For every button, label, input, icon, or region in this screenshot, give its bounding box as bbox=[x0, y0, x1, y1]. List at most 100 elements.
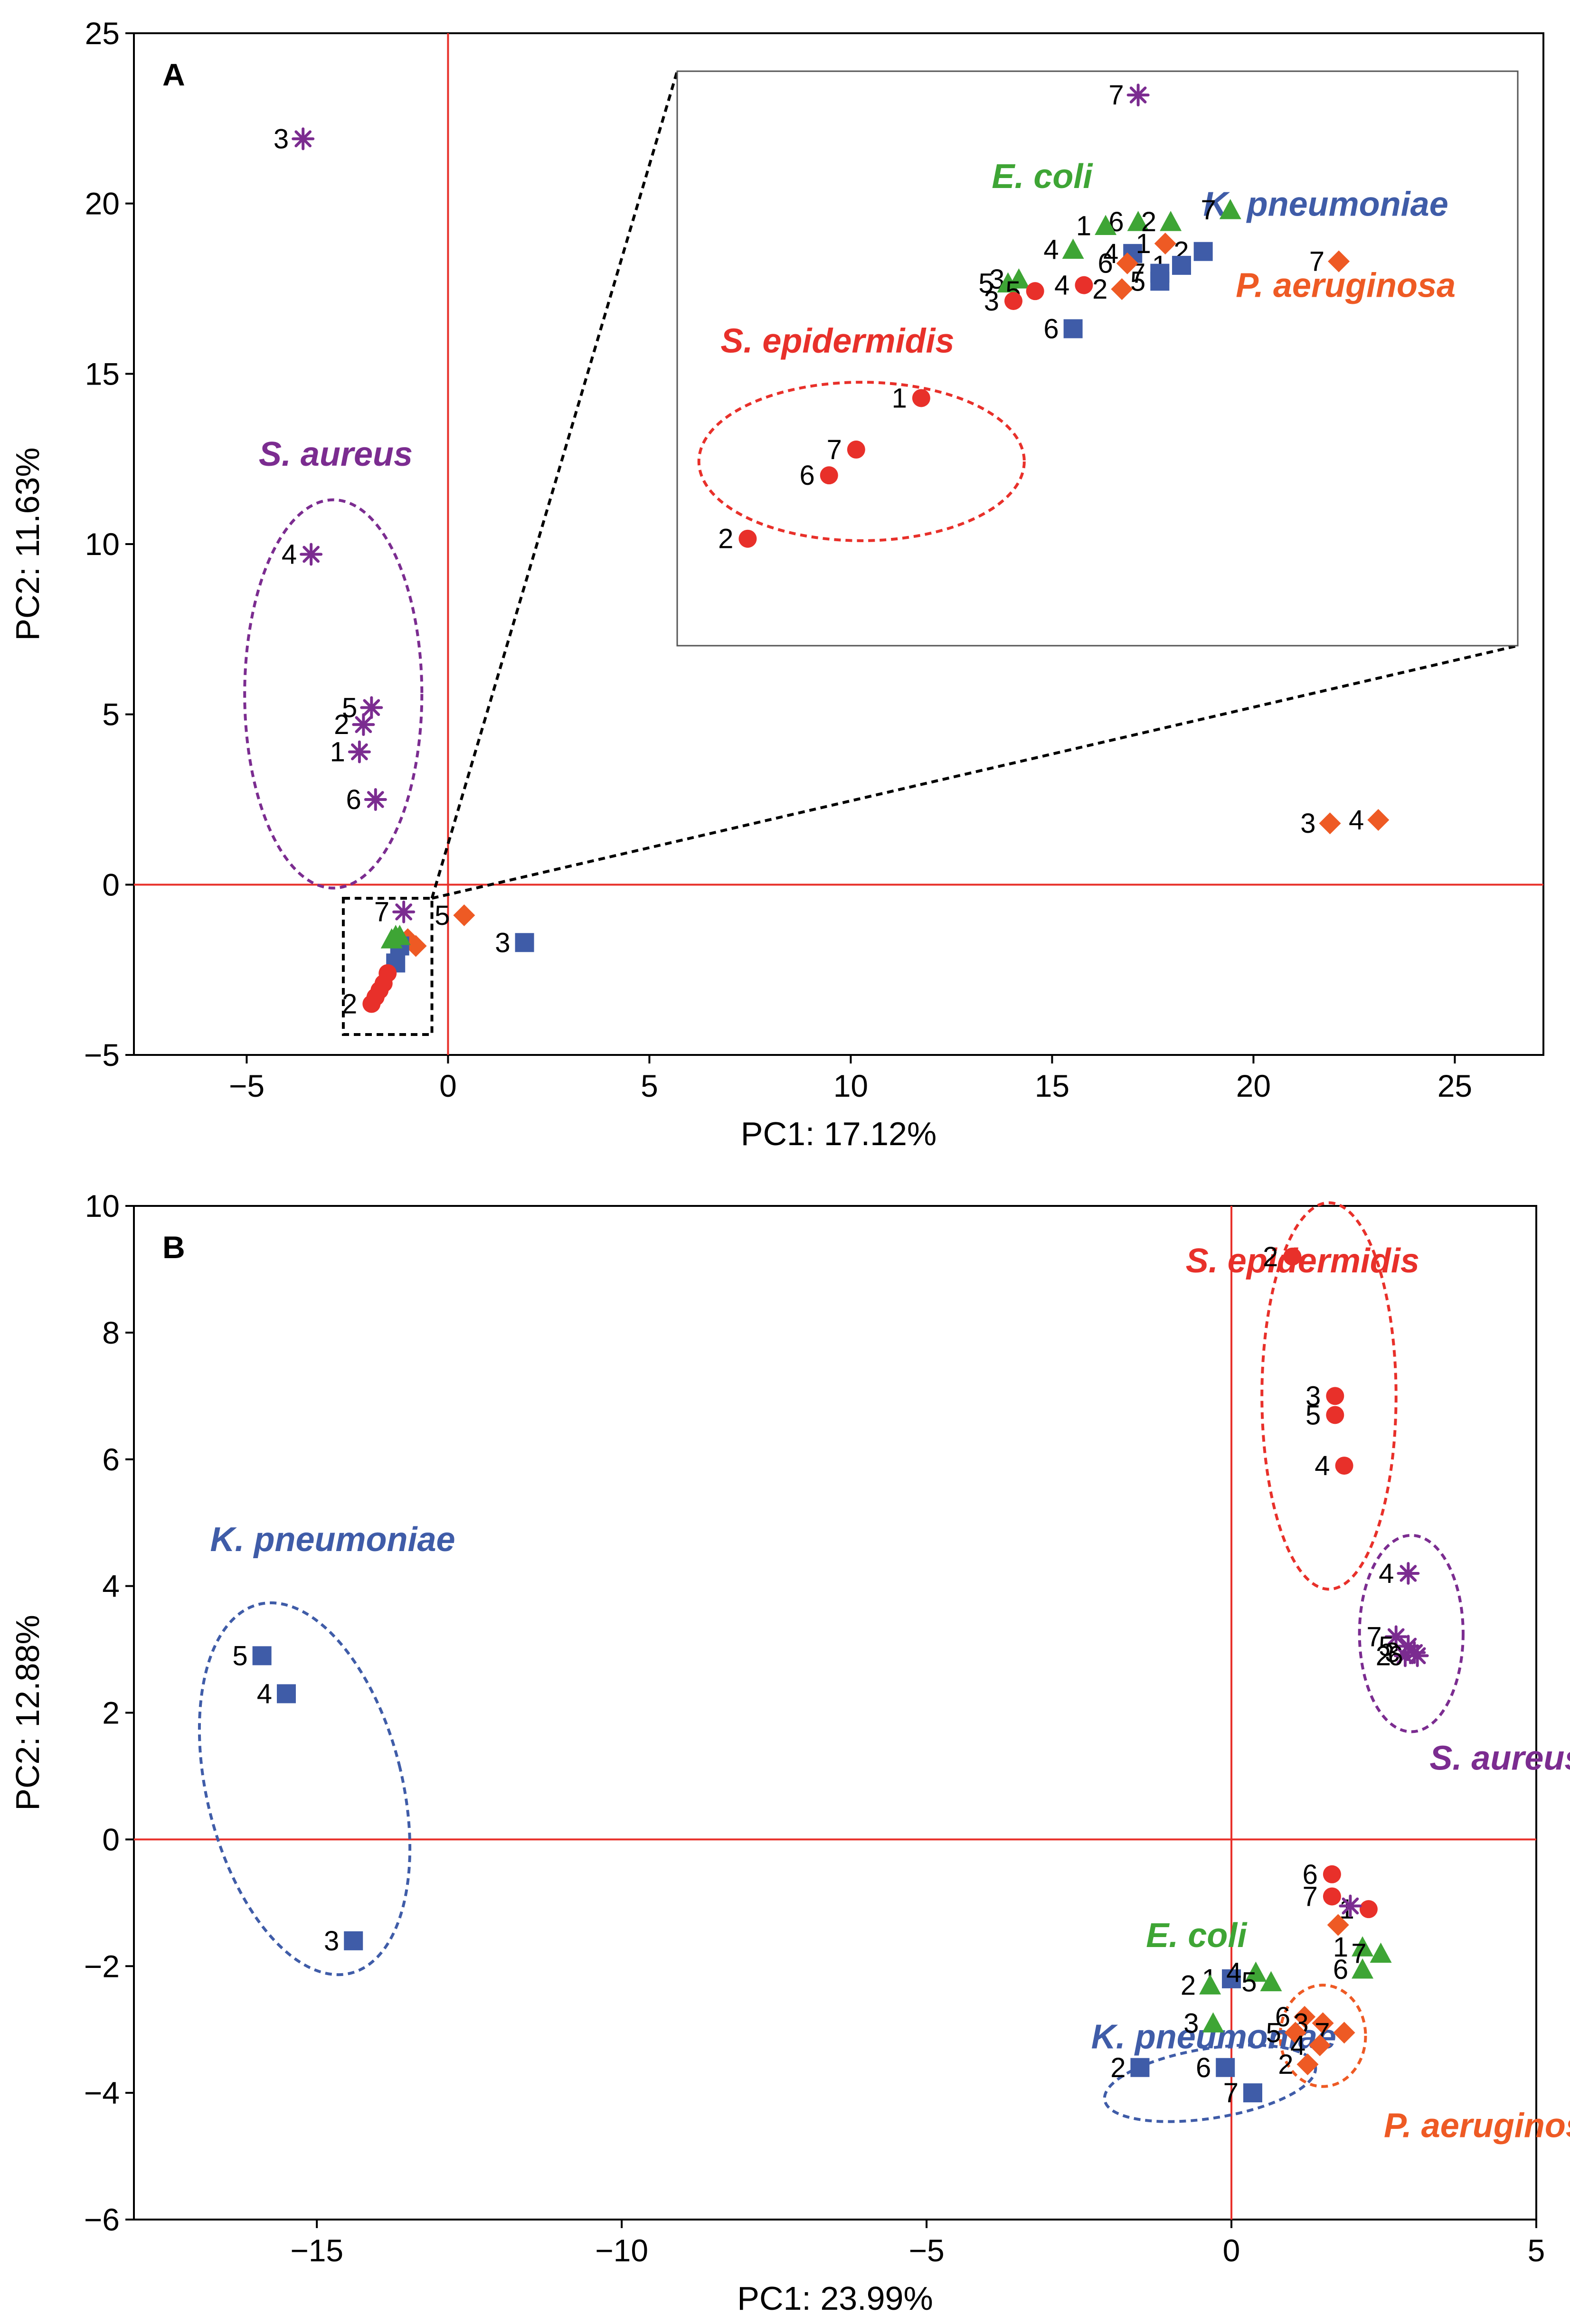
point-label: 7 bbox=[1108, 80, 1124, 111]
point-label: 7 bbox=[1223, 2078, 1239, 2108]
data-point bbox=[1406, 1644, 1429, 1667]
data-point bbox=[1150, 272, 1170, 291]
point-label: 1 bbox=[1333, 1932, 1348, 1963]
y-tick-label: 0 bbox=[102, 1822, 120, 1857]
x-tick-label: −5 bbox=[229, 1068, 265, 1103]
data-point bbox=[344, 1931, 363, 1950]
data-point bbox=[1130, 2058, 1150, 2077]
y-tick-label: 2 bbox=[102, 1695, 120, 1731]
data-point bbox=[1319, 812, 1341, 835]
star-stroke bbox=[363, 699, 380, 716]
point-label: 4 bbox=[1043, 235, 1059, 265]
x-tick-label: 15 bbox=[1035, 1068, 1069, 1103]
x-tick-label: −10 bbox=[595, 2233, 648, 2268]
point-label: 6 bbox=[1388, 1640, 1403, 1671]
x-tick-label: 0 bbox=[1223, 2233, 1240, 2268]
point-label: 5 bbox=[232, 1640, 247, 1671]
data-point bbox=[1111, 278, 1133, 300]
star-stroke bbox=[1409, 1647, 1426, 1665]
x-tick-label: 5 bbox=[641, 1068, 658, 1103]
data-point bbox=[1219, 199, 1241, 219]
data-point bbox=[364, 788, 387, 811]
point-label: 5 bbox=[1305, 1400, 1321, 1430]
point-label: 2 bbox=[334, 709, 349, 740]
star-stroke bbox=[1400, 1565, 1417, 1582]
point-label: 7 bbox=[374, 897, 389, 928]
x-axis-label: PC1: 17.12% bbox=[741, 1115, 936, 1152]
y-tick-label: 10 bbox=[85, 1188, 120, 1223]
cluster-ellipse bbox=[1278, 1984, 1367, 2088]
data-point bbox=[1294, 2006, 1316, 2028]
species-label: S. epidermidis bbox=[1186, 1242, 1419, 1280]
data-point bbox=[1127, 211, 1149, 231]
y-tick-label: −2 bbox=[84, 1948, 120, 1984]
data-point bbox=[1323, 1865, 1341, 1883]
data-point bbox=[1160, 211, 1182, 231]
y-tick-label: 10 bbox=[85, 527, 120, 562]
point-label: 4 bbox=[257, 1678, 272, 1709]
species-label: K. pneumoniae bbox=[210, 1521, 455, 1559]
point-label: 2 bbox=[1110, 2052, 1125, 2083]
data-point bbox=[1393, 1644, 1417, 1667]
data-point bbox=[1312, 2012, 1334, 2034]
y-tick-label: 6 bbox=[102, 1442, 120, 1477]
point-label: 3 bbox=[274, 123, 289, 154]
data-point bbox=[1260, 1971, 1282, 1992]
point-label: 5 bbox=[1379, 1631, 1394, 1662]
point-label: 2 bbox=[1278, 2049, 1293, 2080]
point-label: 3 bbox=[984, 286, 999, 317]
data-point bbox=[352, 713, 375, 736]
point-label: 5 bbox=[342, 692, 357, 723]
zoom-connector bbox=[430, 71, 679, 899]
point-label: 6 bbox=[1275, 2002, 1290, 2032]
point-label: 7 bbox=[1201, 195, 1216, 226]
point-label: 2 bbox=[342, 988, 357, 1019]
cluster-ellipse bbox=[243, 498, 424, 890]
y-tick-label: 20 bbox=[85, 186, 120, 221]
species-label: P. aeruginosa bbox=[1236, 267, 1456, 305]
data-point bbox=[1326, 1406, 1344, 1424]
point-label: 6 bbox=[1303, 1859, 1318, 1890]
data-point bbox=[1328, 250, 1350, 273]
data-point bbox=[1095, 215, 1117, 235]
point-label: 5 bbox=[1241, 1967, 1257, 1998]
point-label: 5 bbox=[435, 900, 450, 931]
data-point bbox=[300, 543, 323, 566]
panel-letter: A bbox=[162, 57, 185, 92]
x-tick-label: 25 bbox=[1438, 1068, 1472, 1103]
data-point bbox=[1335, 1457, 1353, 1475]
data-point bbox=[1116, 252, 1138, 274]
data-point bbox=[1199, 1974, 1221, 1995]
inset-frame bbox=[676, 70, 1519, 647]
data-point bbox=[1359, 1900, 1378, 1919]
data-point bbox=[252, 1646, 272, 1665]
data-point bbox=[453, 904, 475, 926]
point-label: 6 bbox=[346, 784, 361, 815]
inset-plot: E. coli K. pneumoniae P. aeruginosa S. epid… bbox=[697, 80, 1456, 555]
data-point bbox=[392, 900, 416, 923]
point-label: 3 bbox=[1300, 808, 1315, 839]
point-label: 3 bbox=[495, 927, 510, 958]
species-label: K. pneumoniae bbox=[1203, 186, 1448, 224]
point-label: 2 bbox=[1181, 1970, 1196, 2001]
x-tick-label: −15 bbox=[290, 2233, 343, 2268]
data-point bbox=[348, 740, 371, 763]
data-point bbox=[1154, 233, 1176, 254]
star-stroke bbox=[367, 791, 384, 808]
y-tick-label: 0 bbox=[102, 867, 120, 902]
cluster-ellipse bbox=[1260, 1201, 1398, 1591]
data-point bbox=[1296, 2053, 1319, 2076]
y-tick-label: 25 bbox=[85, 16, 120, 51]
point-label: 4 bbox=[1054, 270, 1069, 301]
y-tick-label: 5 bbox=[102, 697, 120, 732]
data-point bbox=[1384, 1625, 1408, 1648]
data-point bbox=[360, 696, 383, 719]
star-stroke bbox=[355, 716, 372, 734]
species-label: S. aureus bbox=[1429, 1740, 1570, 1778]
data-point bbox=[1026, 282, 1044, 301]
point-label: 4 bbox=[1349, 805, 1364, 836]
point-label: 1 bbox=[330, 737, 345, 768]
point-label: 6 bbox=[799, 460, 814, 491]
star-stroke bbox=[1387, 1628, 1405, 1646]
point-label: 4 bbox=[1290, 2030, 1305, 2061]
